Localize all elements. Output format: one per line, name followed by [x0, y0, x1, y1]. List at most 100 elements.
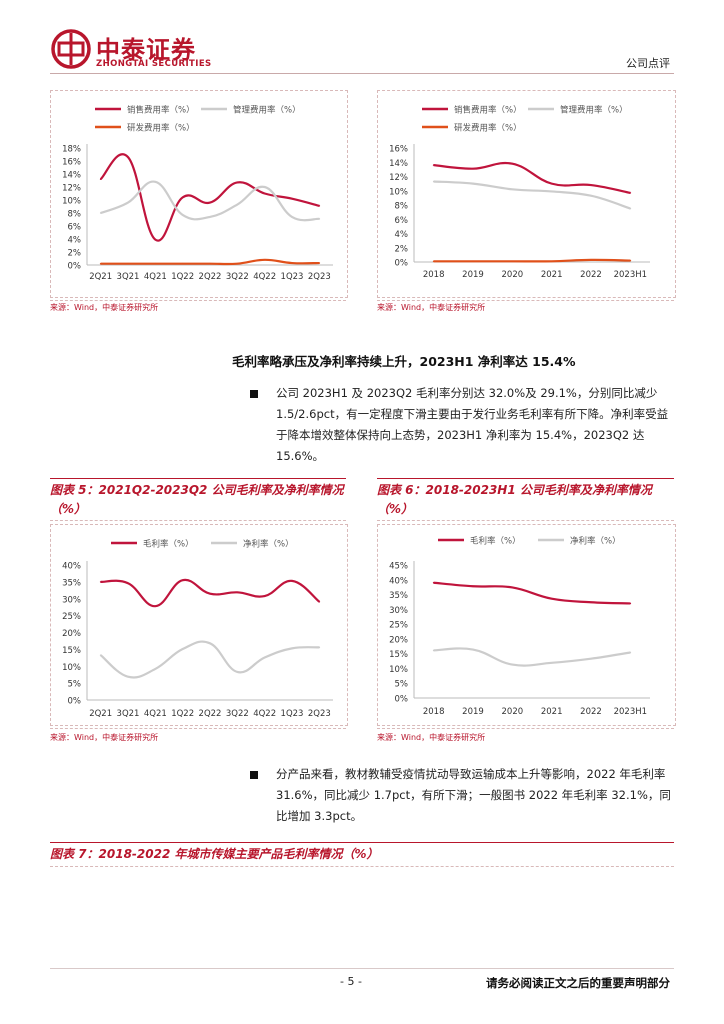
company-logo-icon [51, 29, 91, 69]
data-point [99, 262, 102, 265]
data-point [318, 218, 321, 220]
data-point [154, 668, 157, 670]
expense-ratio-quarterly-chart: 销售费用率（%） 管理费用率（%） 研发费用率（%） 0% 2% 4% 6% 8% 10% 12%… [62, 105, 333, 282]
x-tick-label: 2023H1 [614, 270, 647, 280]
data-point [550, 260, 553, 263]
data-point [99, 212, 102, 214]
data-point [629, 207, 632, 210]
data-point [432, 581, 435, 584]
data-point [511, 260, 514, 263]
data-point [154, 238, 157, 241]
data-point [263, 186, 266, 188]
x-tick-label: 2Q22 [199, 272, 222, 282]
data-point [263, 259, 266, 261]
x-tick-label: 2018 [423, 270, 445, 280]
data-point [263, 595, 266, 597]
x-tick-label: 2Q23 [308, 709, 331, 719]
y-tick-label: 30% [62, 595, 81, 605]
expense-ratio-annual-chart: 销售费用率（%） 管理费用率（%） 研发费用率（%） 0% 2% 4% 6% 8% 10% 12%… [389, 105, 650, 280]
series-line [433, 581, 631, 605]
y-tick-label: 12% [62, 184, 81, 194]
x-tick-label: 3Q21 [117, 709, 140, 719]
chart-box-margin-quarterly: 毛利率（%） 净利率（%） 0% 5% 10% 15% 20% 25% 30% 35% 40% 2Q2… [50, 524, 348, 726]
data-point [181, 262, 184, 265]
y-tick-label: 25% [62, 612, 81, 622]
source-divider [377, 300, 674, 301]
data-point [511, 162, 514, 165]
data-point [432, 649, 435, 652]
data-point [263, 192, 266, 195]
data-point [318, 600, 321, 603]
series-line [433, 180, 631, 210]
legend-label: 毛利率（%） [143, 539, 194, 550]
y-tick-label: 0% [395, 695, 409, 705]
data-point [472, 648, 474, 651]
data-point [236, 671, 239, 673]
x-tick-label: 3Q22 [226, 272, 249, 282]
x-tick-label: 2022 [580, 707, 602, 717]
data-point [154, 262, 157, 265]
footer-disclaimer: 请务必阅读正文之后的重要声明部分 [486, 976, 670, 990]
y-tick-label: 14% [62, 171, 81, 181]
data-point [181, 196, 184, 199]
y-tick-label: 4% [68, 236, 82, 246]
data-point [629, 192, 632, 194]
data-point [629, 259, 632, 262]
source-divider [50, 300, 346, 301]
data-point [590, 601, 592, 604]
data-point [432, 180, 435, 183]
data-point [550, 662, 553, 664]
data-point [472, 182, 474, 185]
legend-label: 毛利率（%） [470, 536, 521, 547]
y-tick-label: 45% [389, 562, 408, 572]
y-tick-label: 6% [68, 223, 82, 233]
y-tick-label: 35% [389, 591, 408, 601]
bullet-icon [250, 771, 258, 779]
y-tick-label: 25% [389, 621, 408, 631]
y-tick-label: 14% [389, 159, 408, 169]
chart1-source: 来源：Wind，中泰证券研究所 [50, 303, 159, 312]
y-tick-label: 10% [389, 665, 408, 675]
figure-title-rule [377, 478, 674, 479]
figure-title-rule [50, 866, 674, 867]
data-point [127, 201, 129, 204]
margin-annual-chart: 毛利率（%） 净利率（%） 0% 5% 10% 15% 20% 25% 30% 35% 40% 45%… [389, 536, 650, 717]
section-heading: 毛利率略承压及净利率持续上升，2023H1 净利率达 15.4% [232, 354, 576, 369]
data-point [127, 262, 129, 265]
y-tick-label: 30% [389, 606, 408, 616]
data-point [291, 647, 293, 650]
y-tick-label: 15% [62, 646, 81, 656]
data-point [291, 216, 293, 218]
x-tick-label: 2021 [541, 707, 563, 717]
data-point [154, 181, 157, 183]
data-point [99, 581, 102, 583]
data-point [291, 580, 293, 582]
figure7-title: 图表 7：2018-2022 年城市传媒主要产品毛利率情况（%） [50, 847, 379, 861]
x-tick-label: 2Q22 [199, 709, 222, 719]
x-tick-label: 4Q22 [253, 272, 276, 282]
y-tick-label: 8% [68, 210, 82, 220]
data-point [154, 605, 157, 607]
y-tick-label: 4% [395, 230, 409, 240]
y-tick-label: 15% [389, 650, 408, 660]
data-point [127, 156, 129, 158]
y-tick-label: 20% [389, 635, 408, 645]
legend-label: 销售费用率（%） [127, 105, 195, 116]
data-point [318, 262, 321, 264]
x-tick-label: 2023H1 [614, 707, 647, 717]
legend-label: 净利率（%） [570, 536, 621, 547]
y-tick-label: 16% [62, 158, 81, 168]
y-tick-label: 0% [68, 697, 82, 707]
x-tick-label: 2021 [541, 270, 563, 280]
chart-box-expense-quarterly: 销售费用率（%） 管理费用率（%） 研发费用率（%） 0% 2% 4% 6% 8% 10% 12%… [50, 90, 348, 298]
data-point [318, 205, 321, 207]
y-tick-label: 8% [395, 202, 409, 212]
y-tick-label: 0% [68, 262, 82, 272]
legend-label: 管理费用率（%） [560, 105, 628, 116]
figure5-title: 图表 5：2021Q2-2023Q2 公司毛利率及净利率情况（%） [50, 483, 344, 516]
data-point [236, 181, 239, 184]
x-tick-label: 2022 [580, 270, 602, 280]
y-tick-label: 10% [62, 663, 81, 673]
y-tick-label: 10% [62, 197, 81, 207]
data-point [550, 597, 553, 600]
